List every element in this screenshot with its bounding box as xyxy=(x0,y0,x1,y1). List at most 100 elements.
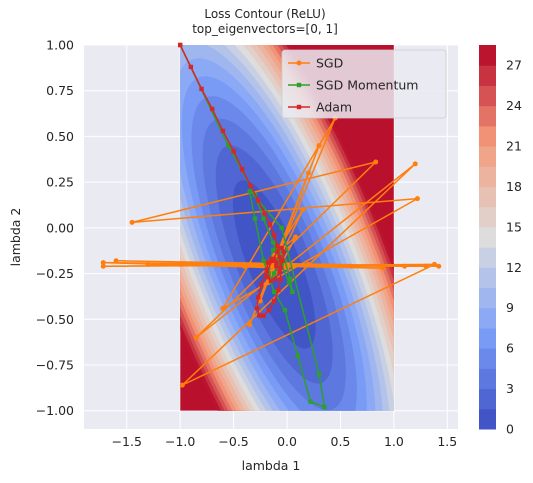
data-point xyxy=(262,211,267,216)
data-point xyxy=(275,249,280,254)
data-point xyxy=(248,183,253,188)
data-point xyxy=(188,64,194,70)
colorbar-segment xyxy=(479,146,496,167)
legend-marker xyxy=(296,82,302,88)
data-point xyxy=(286,280,292,285)
x-tick-label: −1.5 xyxy=(112,434,142,449)
colorbar-segment xyxy=(479,247,496,268)
data-point xyxy=(265,275,270,280)
legend-marker xyxy=(296,104,302,110)
data-point xyxy=(113,258,119,264)
data-point xyxy=(316,143,322,149)
legend: SGD SGD Momentum Adam xyxy=(281,49,447,119)
data-point xyxy=(257,313,262,318)
data-point xyxy=(267,222,273,227)
colorbar-tick-label: 6 xyxy=(506,341,514,356)
chart-subtitle: top_eigenvectors=[0, 1] xyxy=(192,22,338,36)
colorbar-segment xyxy=(479,226,496,248)
legend-box xyxy=(281,49,447,119)
y-tick-label: 0.75 xyxy=(46,83,74,98)
data-point xyxy=(231,148,236,154)
legend-label: SGD xyxy=(316,56,343,71)
data-point xyxy=(280,258,285,263)
data-point xyxy=(288,276,293,282)
data-point xyxy=(281,249,287,254)
data-point xyxy=(261,258,266,263)
data-point xyxy=(100,263,106,269)
colorbar-segment xyxy=(479,45,496,66)
colorbar-segment xyxy=(479,287,496,309)
data-point xyxy=(282,307,288,313)
data-point xyxy=(414,196,420,202)
data-point xyxy=(270,240,276,245)
data-point xyxy=(177,261,183,267)
data-point xyxy=(423,263,429,269)
colorbar-segment xyxy=(479,105,496,127)
data-point xyxy=(179,382,185,388)
legend-label: Adam xyxy=(316,100,352,115)
colorbar-segment xyxy=(479,65,496,86)
data-point xyxy=(247,189,252,194)
data-point xyxy=(305,261,311,267)
data-point xyxy=(259,282,264,287)
data-point xyxy=(322,404,327,410)
data-point xyxy=(272,298,277,304)
y-tick-label: 0.25 xyxy=(46,175,74,190)
colorbar-tick-label: 0 xyxy=(506,422,514,437)
data-point xyxy=(290,289,295,295)
data-point xyxy=(255,295,261,300)
data-point xyxy=(274,260,279,265)
y-tick-label: 1.00 xyxy=(46,38,74,53)
colorbar-segment xyxy=(479,307,496,329)
y-tick-labels: −1.00 −0.75 −0.50 −0.25 0.00 0.25 0.50 0.75 1.00 xyxy=(36,38,74,419)
colorbar-segment xyxy=(479,368,496,390)
data-point xyxy=(272,232,277,238)
series-layer xyxy=(100,42,442,410)
data-point xyxy=(220,128,226,134)
data-point xyxy=(431,261,437,267)
colorbar-segment xyxy=(479,206,496,228)
data-point xyxy=(265,260,270,265)
x-tick-label: 0.0 xyxy=(277,434,297,449)
data-point xyxy=(226,143,231,148)
data-point xyxy=(373,159,379,165)
data-point xyxy=(380,265,386,271)
data-point xyxy=(100,260,106,266)
colorbar: 0 3 6 9 12 15 18 21 24 27 xyxy=(479,45,522,437)
y-tick-label: −0.25 xyxy=(36,266,74,281)
y-tick-label: −0.75 xyxy=(36,358,74,373)
data-point xyxy=(255,198,261,203)
data-point xyxy=(193,335,199,341)
data-point xyxy=(254,306,260,311)
colorbar-segment xyxy=(479,186,496,208)
x-axis-label: lambda 1 xyxy=(242,458,301,473)
data-point xyxy=(129,219,135,225)
legend-item: SGD xyxy=(288,56,343,71)
colorbar-tick-label: 12 xyxy=(506,260,522,275)
data-point xyxy=(276,287,281,293)
series-adam xyxy=(177,42,287,318)
data-point xyxy=(293,234,299,240)
data-point xyxy=(145,261,151,267)
data-point xyxy=(252,216,258,221)
data-point xyxy=(268,278,274,284)
data-point xyxy=(177,42,183,48)
x-tick-label: 1.0 xyxy=(384,434,404,449)
x-tick-label: 1.5 xyxy=(437,434,457,449)
data-point xyxy=(264,267,269,273)
colorbar-tick-label: 15 xyxy=(506,219,522,234)
colorbar-segment xyxy=(479,388,496,410)
data-point xyxy=(239,167,245,172)
colorbar-tick-label: 18 xyxy=(506,179,522,194)
data-point xyxy=(261,216,266,221)
colorbar-segment xyxy=(479,408,496,430)
data-point xyxy=(305,170,311,176)
colorbar-segment xyxy=(479,267,496,289)
data-point xyxy=(279,245,284,251)
data-point xyxy=(261,313,266,318)
chart-title: Loss Contour (ReLU) xyxy=(204,7,325,21)
data-point xyxy=(270,247,276,252)
data-point xyxy=(308,399,313,404)
data-point xyxy=(273,276,278,282)
